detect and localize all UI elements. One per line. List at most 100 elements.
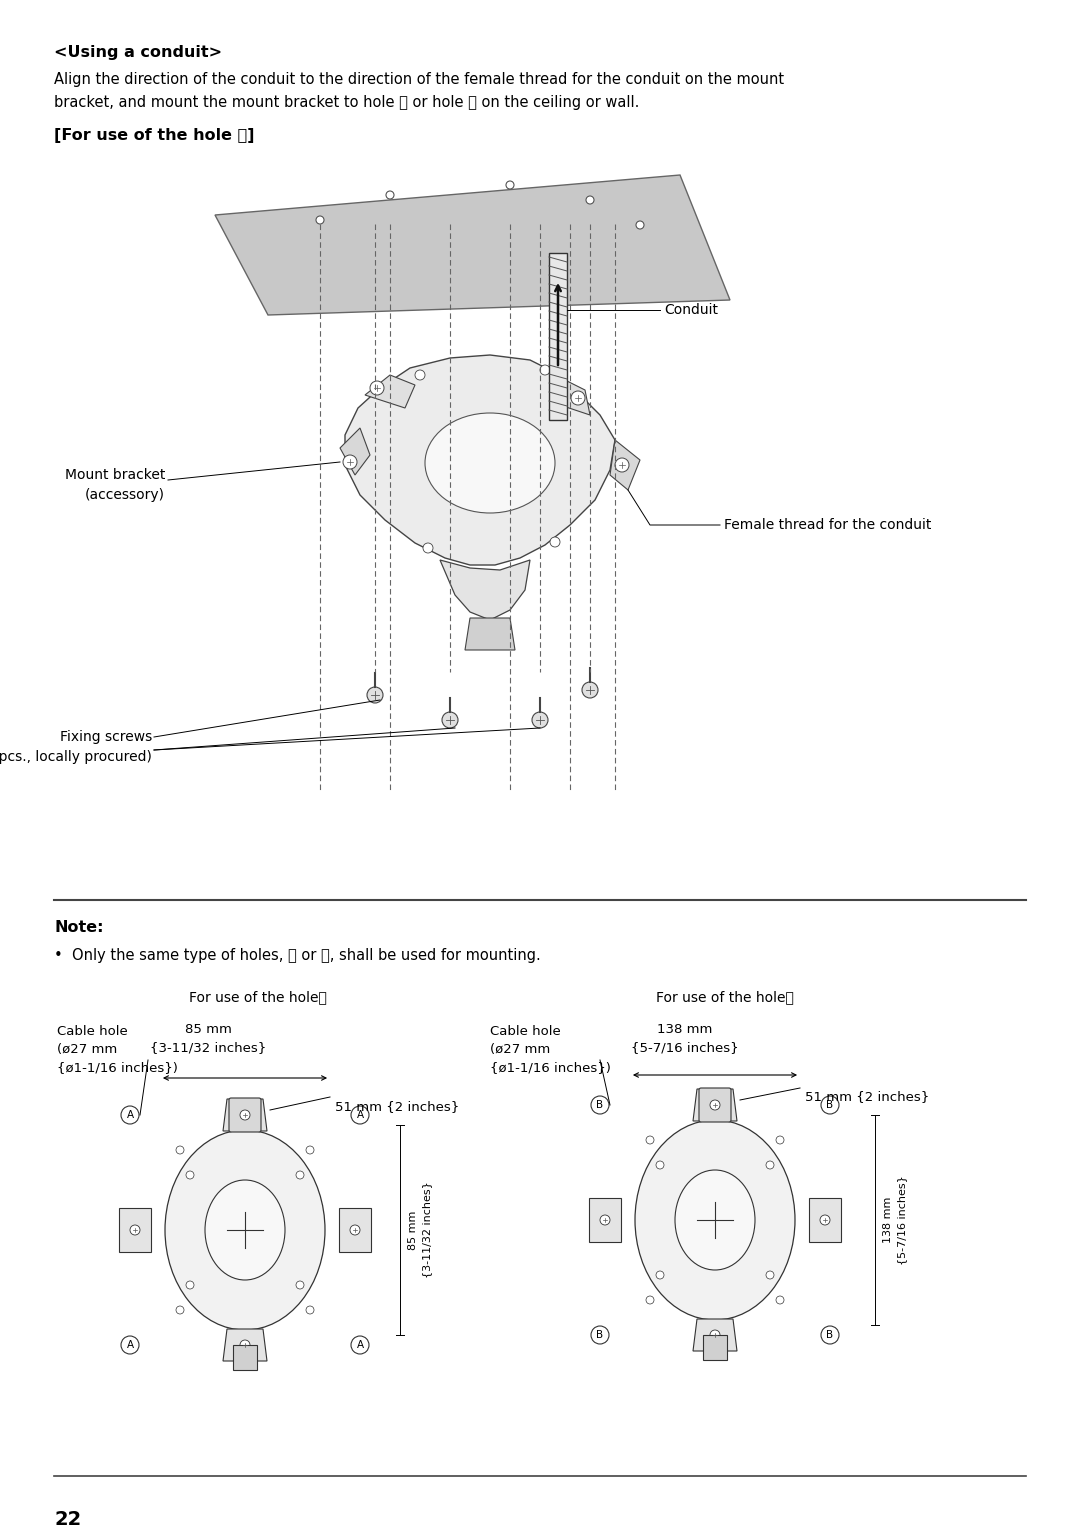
FancyBboxPatch shape [549,253,567,420]
Circle shape [121,1106,139,1124]
Text: Conduit: Conduit [664,303,718,317]
FancyBboxPatch shape [229,1098,261,1132]
Circle shape [176,1305,184,1314]
Circle shape [306,1146,314,1154]
Circle shape [656,1272,664,1279]
Ellipse shape [426,414,555,513]
Polygon shape [345,355,615,565]
Text: 85 mm: 85 mm [408,1210,418,1250]
Text: 51 mm {2 inches}: 51 mm {2 inches} [335,1100,459,1114]
Polygon shape [222,1098,267,1131]
Text: B: B [826,1100,834,1111]
Text: B: B [826,1330,834,1340]
Text: Female thread for the conduit: Female thread for the conduit [724,518,931,532]
Circle shape [240,1111,249,1120]
Circle shape [582,682,598,699]
Circle shape [316,216,324,224]
Circle shape [186,1170,194,1180]
Text: •  Only the same type of holes, Ⓐ or Ⓑ, shall be used for mounting.: • Only the same type of holes, Ⓐ or Ⓑ, s… [54,948,541,964]
Circle shape [415,371,426,380]
Polygon shape [555,375,590,415]
Circle shape [710,1330,720,1340]
Text: A: A [356,1340,364,1350]
Circle shape [646,1137,654,1144]
Text: 85 mm: 85 mm [185,1023,231,1036]
Text: 138 mm: 138 mm [883,1196,893,1242]
Ellipse shape [635,1120,795,1321]
Text: (4 pcs., locally procured): (4 pcs., locally procured) [0,751,152,764]
Circle shape [591,1327,609,1344]
Circle shape [507,181,514,188]
Circle shape [343,455,357,469]
Circle shape [442,712,458,728]
Circle shape [306,1305,314,1314]
Circle shape [777,1296,784,1304]
Text: {3-11/32 inches}: {3-11/32 inches} [150,1042,266,1054]
Circle shape [710,1100,720,1111]
Circle shape [296,1281,303,1288]
Text: A: A [356,1111,364,1120]
Text: {ø1-1/16 inches}): {ø1-1/16 inches}) [490,1062,611,1074]
Text: For use of the holeⒷ: For use of the holeⒷ [656,990,794,1003]
Text: Cable hole: Cable hole [57,1025,127,1039]
Text: (ø27 mm: (ø27 mm [57,1043,118,1056]
Text: B: B [596,1100,604,1111]
Text: {5-7/16 inches}: {5-7/16 inches} [631,1042,739,1054]
Polygon shape [809,1198,841,1242]
Circle shape [367,686,383,703]
Polygon shape [465,617,515,650]
Polygon shape [222,1328,267,1360]
Text: A: A [126,1340,134,1350]
Circle shape [532,712,548,728]
Circle shape [766,1161,774,1169]
Ellipse shape [675,1170,755,1270]
Circle shape [820,1215,831,1226]
Text: Mount bracket: Mount bracket [65,467,165,483]
Text: Fixing screws: Fixing screws [59,731,152,745]
Circle shape [821,1327,839,1344]
Circle shape [615,458,629,472]
Circle shape [636,221,644,228]
Text: For use of the holeⒶ: For use of the holeⒶ [189,990,327,1003]
Text: Cable hole: Cable hole [490,1025,561,1039]
Circle shape [350,1226,360,1235]
Polygon shape [693,1319,737,1351]
FancyBboxPatch shape [233,1345,257,1370]
Polygon shape [340,427,370,475]
Text: A: A [126,1111,134,1120]
Polygon shape [215,175,730,316]
FancyBboxPatch shape [703,1334,727,1360]
Circle shape [351,1106,369,1124]
Circle shape [130,1226,140,1235]
Circle shape [656,1161,664,1169]
Text: 51 mm {2 inches}: 51 mm {2 inches} [805,1089,929,1103]
Circle shape [646,1296,654,1304]
Ellipse shape [165,1131,325,1330]
Circle shape [591,1095,609,1114]
Circle shape [186,1281,194,1288]
Circle shape [586,196,594,204]
Circle shape [550,538,561,547]
Circle shape [571,391,585,404]
Polygon shape [119,1209,151,1252]
Polygon shape [589,1198,621,1242]
Polygon shape [339,1209,372,1252]
Text: (ø27 mm: (ø27 mm [490,1043,550,1056]
Text: (accessory): (accessory) [85,489,165,502]
Circle shape [121,1336,139,1354]
Circle shape [540,365,550,375]
Text: Align the direction of the conduit to the direction of the female thread for the: Align the direction of the conduit to th… [54,72,784,87]
Text: {ø1-1/16 inches}): {ø1-1/16 inches}) [57,1062,178,1074]
Ellipse shape [205,1180,285,1281]
Polygon shape [610,440,640,490]
Circle shape [296,1170,303,1180]
Text: Note:: Note: [54,921,104,935]
Circle shape [777,1137,784,1144]
Circle shape [600,1215,610,1226]
Text: bracket, and mount the mount bracket to hole Ⓐ or hole Ⓑ on the ceiling or wall.: bracket, and mount the mount bracket to … [54,95,639,110]
Circle shape [386,192,394,199]
Text: [For use of the hole Ⓐ]: [For use of the hole Ⓐ] [54,129,255,142]
Text: {5-7/16 inches}: {5-7/16 inches} [897,1175,907,1265]
Text: <Using a conduit>: <Using a conduit> [54,44,222,60]
Polygon shape [693,1089,737,1121]
